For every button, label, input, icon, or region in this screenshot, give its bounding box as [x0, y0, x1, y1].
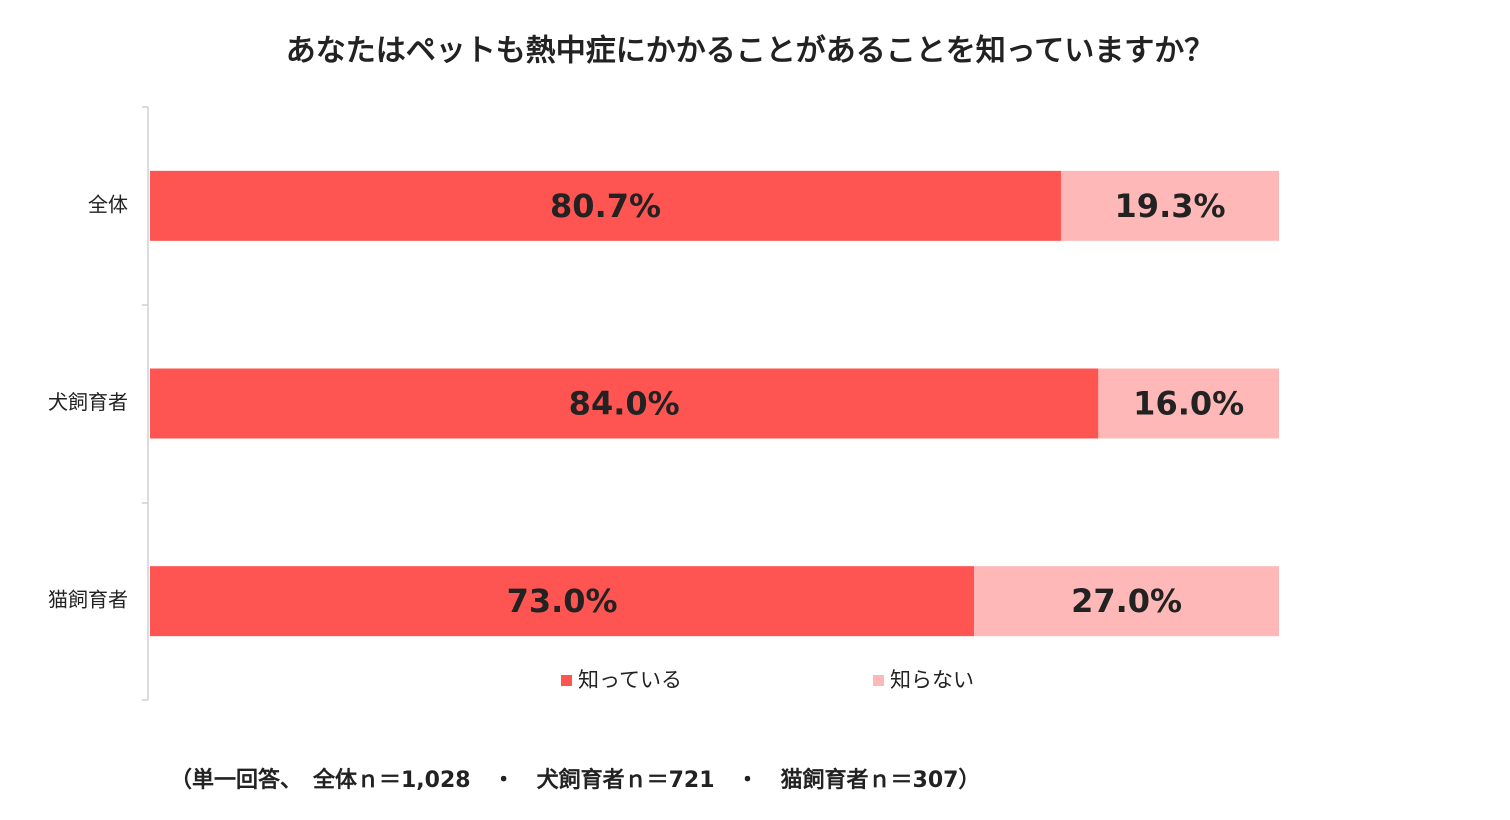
- data-label: 16.0%: [1133, 385, 1244, 423]
- footnote: （単一回答、 全体ｎ＝1,028 ・ 犬飼育者ｎ＝721 ・ 猫飼育者ｎ＝307…: [170, 767, 980, 793]
- legend-swatch: [561, 675, 572, 686]
- bar-segment: [150, 566, 975, 637]
- bar-segment: [1061, 170, 1279, 241]
- bar-segment: [150, 170, 1062, 241]
- bar-segment: [974, 566, 1279, 637]
- chart-title: あなたはペットも熱中症にかかることがあることを知っていますか？: [286, 34, 1215, 69]
- y-tick-label: 猫飼育者: [48, 588, 128, 612]
- data-label: 80.7%: [550, 187, 661, 225]
- axis: [142, 106, 149, 701]
- legend-label: 知っている: [578, 668, 682, 692]
- legend-label: 知らない: [890, 668, 974, 692]
- bar-segment: [150, 368, 1099, 439]
- data-label: 19.3%: [1115, 187, 1226, 225]
- y-tick-label: 全体: [88, 192, 128, 216]
- y-tick-label: 犬飼育者: [48, 390, 128, 414]
- legend-swatch: [873, 675, 884, 686]
- data-label: 73.0%: [507, 582, 618, 620]
- data-label: 27.0%: [1071, 582, 1182, 620]
- bar-segment: [1098, 368, 1279, 439]
- data-label: 84.0%: [569, 385, 680, 423]
